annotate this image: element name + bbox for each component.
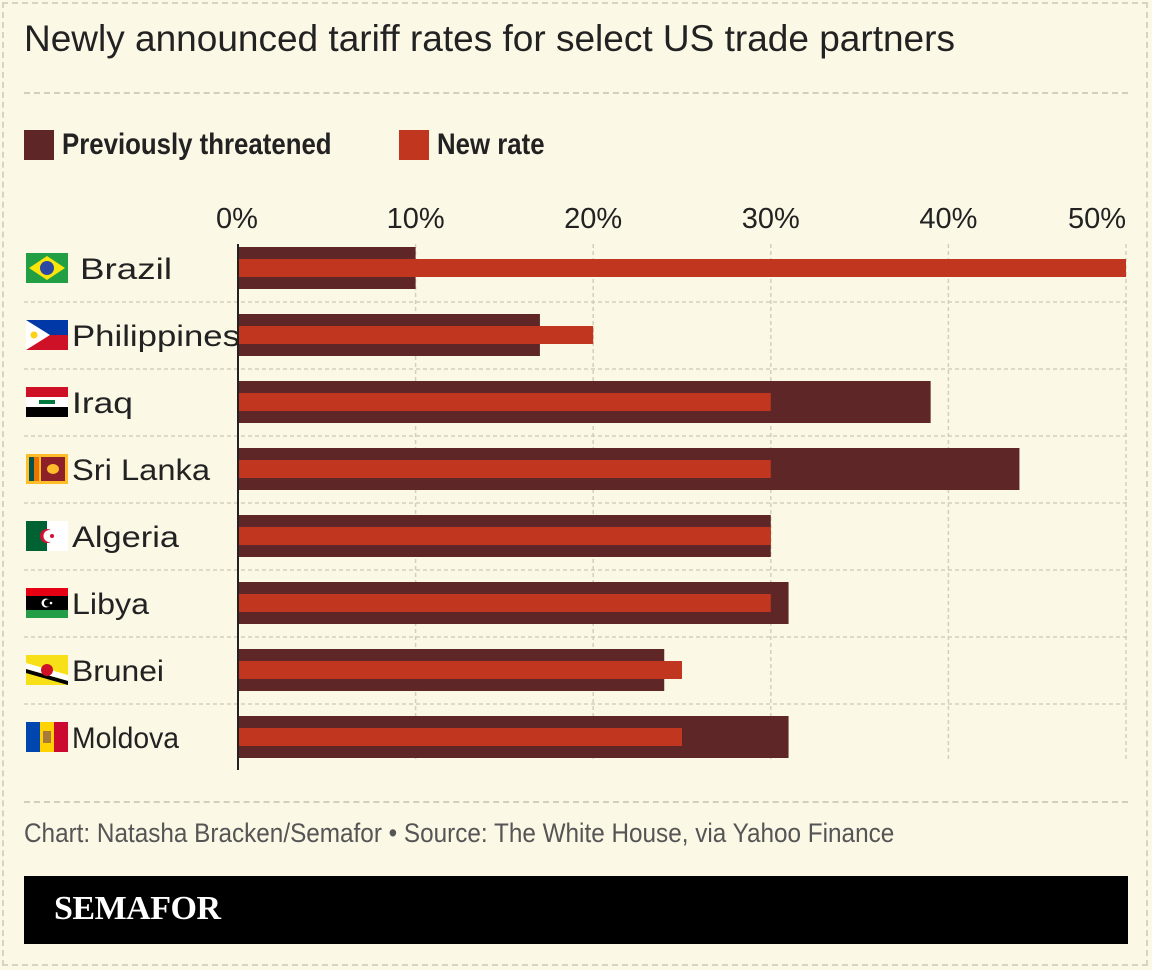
bar-new-rate bbox=[238, 393, 771, 411]
credit-divider bbox=[24, 801, 1128, 803]
x-tick-label: 20% bbox=[564, 203, 622, 235]
legend-swatch-previous bbox=[24, 130, 54, 160]
bar-new-rate bbox=[238, 259, 1126, 277]
category-label: Iraq bbox=[72, 387, 133, 420]
bar-new-rate bbox=[238, 728, 682, 746]
footer-bar: SEMAFOR bbox=[24, 876, 1128, 944]
legend-label-previous: Previously threatened bbox=[62, 128, 332, 161]
category-label: Brazil bbox=[80, 253, 172, 286]
brazil-flag-icon bbox=[26, 253, 68, 283]
bar-new-rate bbox=[238, 594, 771, 612]
philippines-flag-icon bbox=[26, 320, 68, 350]
category-label: Libya bbox=[72, 588, 149, 621]
x-tick-label: 40% bbox=[919, 203, 977, 235]
legend-label-new: New rate bbox=[437, 128, 546, 161]
title-divider bbox=[24, 92, 1128, 94]
x-tick-label: 10% bbox=[387, 203, 445, 235]
x-tick-label: 30% bbox=[742, 203, 800, 235]
sri-lanka-flag-icon bbox=[26, 454, 68, 484]
bar-new-rate bbox=[238, 527, 771, 545]
category-label: Philippines bbox=[72, 320, 240, 353]
category-label: Moldova bbox=[72, 722, 179, 755]
legend: Previously threatened New rate bbox=[24, 128, 587, 162]
libya-flag-icon bbox=[26, 588, 68, 618]
moldova-flag-icon bbox=[26, 722, 68, 752]
x-tick-label: 50% bbox=[1068, 203, 1126, 235]
bar-new-rate bbox=[238, 326, 594, 344]
algeria-flag-icon bbox=[26, 521, 68, 551]
brunei-flag-icon bbox=[26, 655, 68, 685]
iraq-flag-icon bbox=[26, 387, 68, 417]
bar-new-rate bbox=[238, 460, 771, 478]
chart-title: Newly announced tariff rates for select … bbox=[24, 18, 955, 59]
semafor-logo: SEMAFOR bbox=[54, 890, 221, 927]
x-tick-label: 0% bbox=[216, 203, 258, 235]
legend-item-previous: Previously threatened bbox=[24, 128, 375, 162]
category-label: Algeria bbox=[72, 521, 179, 554]
legend-swatch-new bbox=[399, 130, 430, 160]
bar-chart: 0% 10% 20% 30% 40% 50% Brazil Philippines Iraq Sr… bbox=[24, 203, 1128, 770]
credit-line: Chart: Natasha Bracken/Semafor • Source:… bbox=[24, 818, 895, 848]
category-label: Sri Lanka bbox=[72, 454, 210, 487]
legend-item-new: New rate bbox=[399, 128, 562, 162]
bar-new-rate bbox=[238, 661, 682, 679]
category-label: Brunei bbox=[72, 655, 164, 688]
